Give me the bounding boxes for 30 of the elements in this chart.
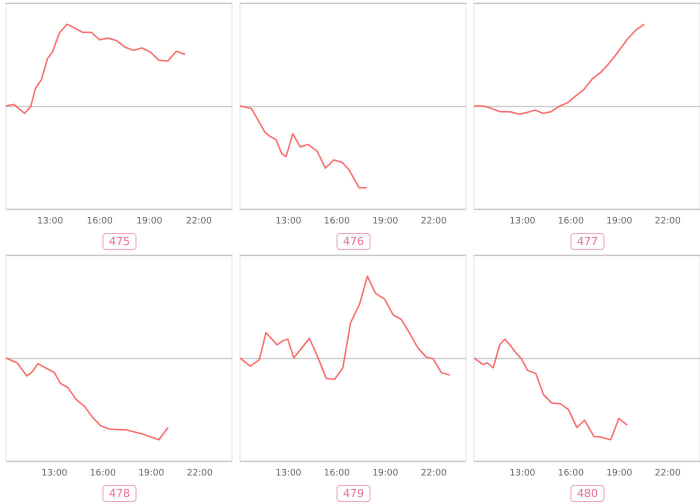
x-tick-label: 22:00	[420, 216, 447, 226]
x-tick-label: 22:00	[420, 468, 447, 478]
x-tick-label: 19:00	[136, 216, 163, 226]
x-tick-label: 16:00	[90, 468, 116, 478]
text: 475	[109, 235, 130, 248]
x-tick-label: 16:00	[324, 216, 350, 226]
x-tick-label: 19:00	[138, 468, 165, 478]
text: 479	[343, 487, 364, 500]
text: 477	[577, 235, 598, 248]
x-tick-label: 19:00	[606, 468, 633, 478]
x-tick-label: 22:00	[654, 468, 681, 478]
x-tick-label: 19:00	[372, 216, 399, 226]
x-tick-label: 13:00	[37, 216, 64, 226]
x-tick-label: 16:00	[86, 216, 113, 226]
x-tick-label: 22:00	[186, 468, 213, 478]
x-tick-label: 22:00	[186, 216, 212, 226]
text: 478	[109, 487, 130, 500]
x-tick-label: 13:00	[509, 216, 536, 226]
x-tick-label: 16:00	[558, 468, 584, 478]
x-tick-label: 13:00	[275, 468, 302, 478]
x-tick-label: 22:00	[654, 216, 681, 226]
text: 480	[577, 487, 598, 500]
x-tick-label: 13:00	[509, 468, 536, 478]
x-tick-label: 13:00	[41, 468, 68, 478]
text: 476	[343, 235, 364, 248]
x-tick-label: 19:00	[606, 216, 633, 226]
x-tick-label: 16:00	[324, 468, 350, 478]
x-tick-label: 16:00	[558, 216, 584, 226]
x-tick-label: 13:00	[275, 216, 302, 226]
x-tick-label: 19:00	[372, 468, 399, 478]
